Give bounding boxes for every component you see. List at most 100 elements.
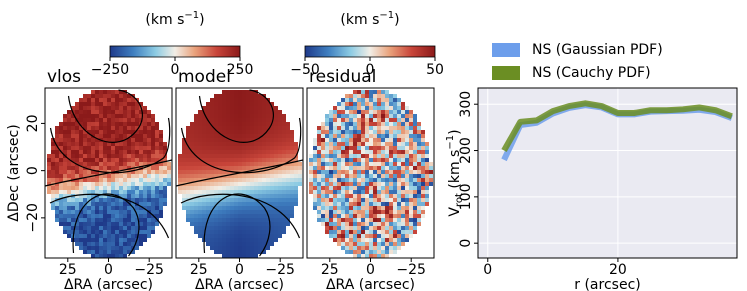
map-pixel	[254, 230, 258, 234]
map-pixel	[393, 238, 397, 242]
map-pixel	[115, 182, 119, 186]
map-pixel	[413, 142, 417, 146]
map-pixel	[95, 222, 99, 226]
map-pixel	[127, 206, 131, 210]
map-pixel	[373, 182, 377, 186]
map-pixel	[321, 146, 325, 150]
map-pixel	[127, 230, 131, 234]
map-pixel	[230, 134, 234, 138]
legend-label: NS (Cauchy PDF)	[532, 65, 651, 81]
map-pixel	[413, 150, 417, 154]
map-pixel	[206, 150, 210, 154]
map-pixel	[226, 242, 230, 246]
map-pixel	[385, 122, 389, 126]
map-pixel	[155, 138, 159, 142]
map-pixel	[135, 114, 139, 118]
map-pixel	[266, 114, 270, 118]
map-pixel	[309, 170, 313, 174]
map-pixel	[159, 134, 163, 138]
map-pixel	[341, 98, 345, 102]
map-pixel	[127, 102, 131, 106]
map-pixel	[226, 122, 230, 126]
map-pixel	[123, 218, 127, 222]
map-pixel	[214, 234, 218, 238]
map-pixel	[317, 218, 321, 222]
map-pixel	[222, 90, 226, 94]
map-pixel	[131, 234, 135, 238]
map-pixel	[365, 146, 369, 150]
map-pixel	[341, 166, 345, 170]
map-pixel	[337, 102, 341, 106]
map-pixel	[258, 194, 262, 198]
y-axis-label: ΔDec (arcsec)	[6, 124, 22, 221]
map-pixel	[151, 138, 155, 142]
map-pixel	[107, 246, 111, 250]
map-pixel	[349, 126, 353, 130]
map-pixel	[238, 154, 242, 158]
map-pixel	[194, 130, 198, 134]
map-pixel	[230, 202, 234, 206]
map-pixel	[51, 190, 55, 194]
map-pixel	[421, 138, 425, 142]
map-pixel	[349, 214, 353, 218]
map-pixel	[131, 186, 135, 190]
map-pixel	[147, 218, 151, 222]
map-pixel	[337, 214, 341, 218]
map-pixel	[294, 190, 298, 194]
map-pixel	[282, 154, 286, 158]
map-pixel	[123, 146, 127, 150]
map-pixel	[250, 122, 254, 126]
map-pixel	[107, 234, 111, 238]
map-pixel	[234, 234, 238, 238]
map-pixel	[282, 186, 286, 190]
map-pixel	[206, 186, 210, 190]
map-pixel	[278, 118, 282, 122]
map-pixel	[55, 170, 59, 174]
map-pixel	[222, 250, 226, 254]
map-pixel	[413, 174, 417, 178]
map-pixel	[71, 174, 75, 178]
colorbar-tick-label: −50	[290, 62, 320, 78]
map-pixel	[417, 202, 421, 206]
map-pixel	[139, 150, 143, 154]
map-pixel	[87, 210, 91, 214]
map-pixel	[75, 206, 79, 210]
map-pixel	[107, 122, 111, 126]
map-pixel	[178, 162, 182, 166]
map-pixel	[353, 222, 357, 226]
map-pixel	[63, 122, 67, 126]
map-pixel	[421, 202, 425, 206]
map-pixel	[349, 194, 353, 198]
map-pixel	[373, 118, 377, 122]
map-pixel	[103, 238, 107, 242]
map-pixel	[377, 174, 381, 178]
map-pixel	[341, 170, 345, 174]
map-pixel	[341, 218, 345, 222]
map-pixel	[222, 110, 226, 114]
map-pixel	[413, 122, 417, 126]
map-pixel	[99, 238, 103, 242]
map-pixel	[190, 170, 194, 174]
map-pixel	[119, 250, 123, 254]
map-pixel	[147, 214, 151, 218]
map-pixel	[329, 130, 333, 134]
map-pixel	[210, 146, 214, 150]
map-pixel	[143, 198, 147, 202]
map-pixel	[250, 230, 254, 234]
map-pixel	[206, 110, 210, 114]
map-pixel	[266, 206, 270, 210]
map-pixel	[401, 138, 405, 142]
map-pixel	[135, 198, 139, 202]
map-pixel	[405, 122, 409, 126]
map-pixel	[389, 146, 393, 150]
map-pixel	[190, 166, 194, 170]
map-pixel	[242, 90, 246, 94]
map-pixel	[321, 134, 325, 138]
map-pixel	[377, 118, 381, 122]
map-pixel	[119, 146, 123, 150]
map-pixel	[194, 134, 198, 138]
map-pixel	[230, 162, 234, 166]
map-pixel	[389, 118, 393, 122]
map-pixel	[246, 146, 250, 150]
map-pixel	[337, 182, 341, 186]
